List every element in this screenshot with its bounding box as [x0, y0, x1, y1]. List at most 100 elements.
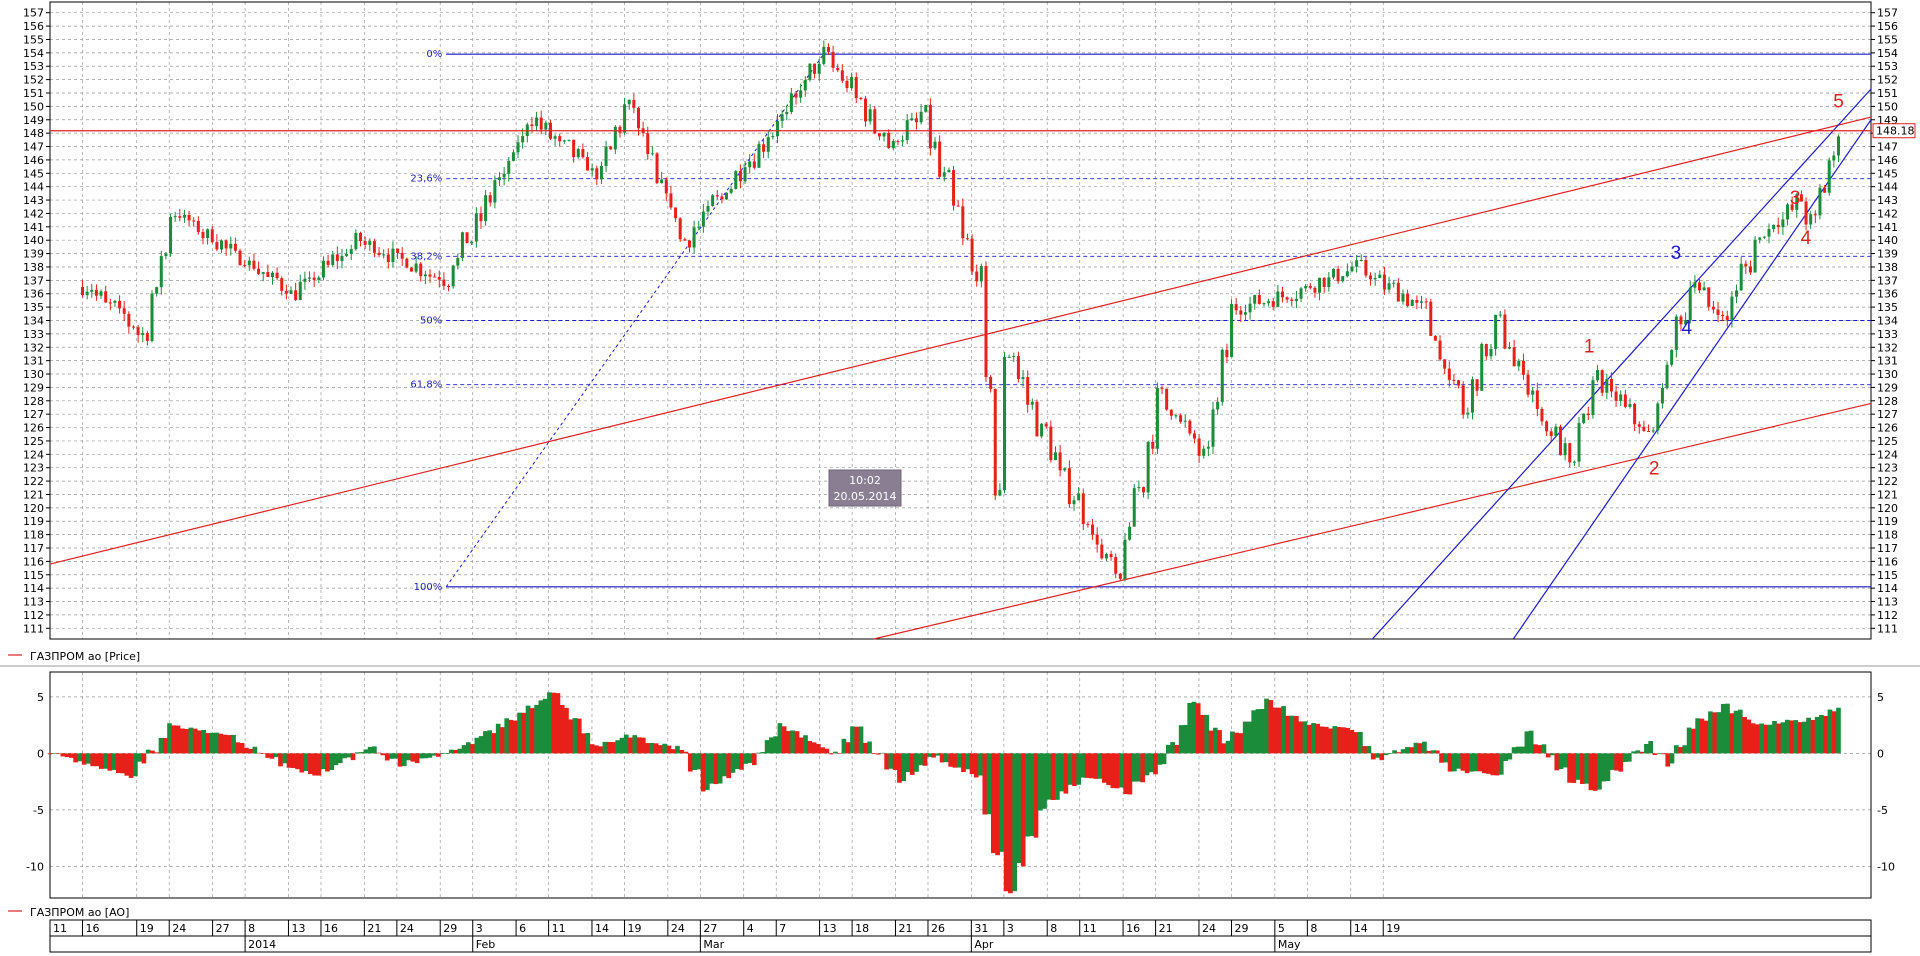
- candle-body: [1679, 316, 1683, 325]
- candle-body: [956, 205, 960, 207]
- ao-bar: [687, 753, 693, 772]
- ao-bar: [1656, 752, 1662, 754]
- candle-body: [493, 180, 497, 203]
- ao-bar: [154, 752, 160, 754]
- ao-bar: [1409, 747, 1414, 754]
- candle-body: [159, 256, 163, 288]
- price-ytick-label-right: 114: [1877, 582, 1898, 595]
- price-ytick-label-left: 125: [23, 435, 44, 448]
- ao-bar: [1059, 753, 1064, 792]
- ao-bar: [1375, 753, 1380, 758]
- candle-body: [1382, 274, 1386, 290]
- candle-body: [1243, 312, 1247, 315]
- ao-bar: [854, 726, 860, 754]
- candle-body: [539, 117, 543, 130]
- day-tick-label: 26: [931, 922, 945, 935]
- ao-bar: [572, 718, 578, 754]
- candle-body: [1114, 557, 1118, 574]
- ao-bar: [1746, 719, 1752, 754]
- ao-bar: [1127, 753, 1133, 795]
- ao-bar: [1460, 753, 1466, 771]
- candle-body: [803, 79, 807, 91]
- candle-body: [1818, 187, 1822, 216]
- candle-body: [1225, 349, 1229, 358]
- candle-body: [210, 229, 214, 243]
- price-ytick-label-left: 119: [23, 515, 44, 528]
- ao-bar: [1520, 746, 1525, 754]
- candle-body: [1169, 409, 1173, 416]
- ao-bar: [495, 723, 501, 754]
- ao-bar: [384, 753, 390, 761]
- day-tick-label: 6: [519, 922, 526, 935]
- candle-body: [1670, 349, 1674, 365]
- time-axis[interactable]: 11 16 19 24 27 8 13 16 21 24 29 3 6 11 14 19 24 27 4 7 13 18 2…: [49, 919, 1872, 953]
- ao-bar: [1212, 727, 1218, 754]
- ao-bar: [359, 752, 364, 754]
- ao-bar: [1276, 707, 1282, 754]
- ao-bar: [419, 753, 424, 759]
- ao-bar: [265, 753, 271, 758]
- candle-body: [1609, 379, 1613, 392]
- price-pane[interactable]: 1111121131141151161171181191201211221231…: [23, 1, 1916, 640]
- ao-bar: [77, 753, 83, 762]
- candle-body: [553, 136, 557, 139]
- candle-body: [349, 249, 353, 254]
- ao-bar: [640, 737, 646, 754]
- ao-bar: [320, 753, 326, 770]
- ao-bar: [346, 753, 352, 758]
- ao-bar: [316, 753, 322, 776]
- ao-bar: [555, 693, 561, 754]
- candle-body: [1299, 288, 1303, 299]
- ao-bar: [1755, 724, 1760, 754]
- candle-body: [1035, 401, 1039, 437]
- candle-body: [247, 260, 251, 266]
- candle-body: [924, 105, 928, 112]
- ao-bar: [1439, 753, 1444, 763]
- candle-body: [678, 218, 682, 240]
- candle-body: [465, 232, 469, 244]
- ao-bar: [1516, 746, 1521, 754]
- ao-pane[interactable]: 5 5 0 0 -5 -5 -10 -10: [26, 671, 1895, 899]
- ao-bar: [1678, 747, 1683, 754]
- candle-body: [1438, 340, 1442, 360]
- candle-body: [674, 207, 678, 219]
- candle-body: [1248, 303, 1252, 313]
- ao-bar: [1567, 753, 1572, 783]
- ao-bar: [1597, 753, 1602, 790]
- price-ytick-label-right: 124: [1877, 448, 1898, 461]
- candle-body: [1433, 335, 1437, 341]
- price-ytick-label-right: 119: [1877, 515, 1898, 528]
- price-ytick-label-left: 149: [23, 114, 44, 127]
- candle-body: [1577, 423, 1581, 462]
- ao-bar: [107, 753, 113, 771]
- ao-bar: [478, 736, 484, 754]
- ao-bar: [1601, 753, 1607, 782]
- candle-body: [1744, 263, 1748, 267]
- ao-bar: [222, 734, 228, 754]
- fib-anchor-line: [445, 53, 824, 588]
- day-tick-label: 24: [1202, 922, 1216, 935]
- candle-body: [363, 241, 367, 245]
- ao-bar: [98, 753, 104, 769]
- candle-body: [975, 271, 979, 282]
- ao-bar: [517, 712, 522, 754]
- candle-body: [145, 332, 149, 341]
- ao-bar: [1622, 753, 1628, 762]
- trendline: [1512, 119, 1872, 640]
- candle-body: [1429, 301, 1433, 336]
- price-ytick-label-right: 118: [1877, 529, 1898, 542]
- ao-bar: [1195, 703, 1201, 754]
- candle-body: [90, 289, 94, 292]
- candle-body: [433, 276, 437, 278]
- ao-bar: [999, 753, 1005, 852]
- ao-bar: [884, 753, 889, 770]
- ao-bar: [1486, 753, 1491, 774]
- candle-body: [896, 141, 900, 143]
- ao-bar: [1588, 753, 1594, 791]
- ao-bar: [115, 753, 121, 773]
- ao-bar: [551, 692, 557, 754]
- candle-body: [1498, 314, 1502, 316]
- ao-bar: [1358, 731, 1363, 754]
- trendlines: [49, 88, 1872, 640]
